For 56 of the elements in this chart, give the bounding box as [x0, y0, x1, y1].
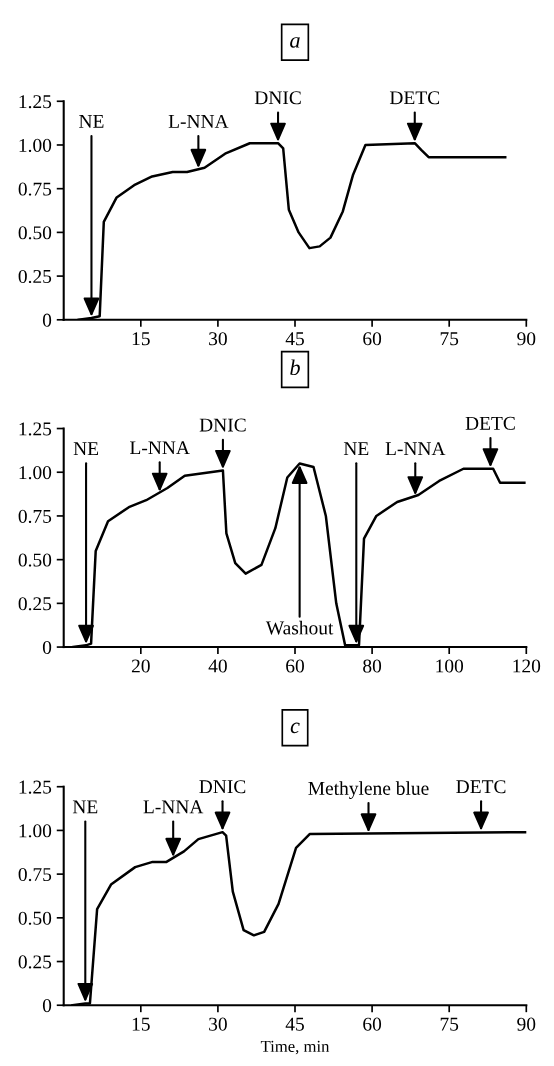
- y-tick-label: 0.75: [18, 182, 52, 196]
- x-tick-label: 30: [209, 332, 227, 346]
- y-tick-label: 0: [42, 640, 52, 654]
- annotation: Methylene blue: [308, 781, 429, 799]
- x-tick-label: 60: [363, 332, 382, 346]
- x-tick-label: 60: [286, 659, 304, 673]
- annotation: L-NNA: [130, 441, 190, 455]
- x-tick-label: 75: [440, 1017, 459, 1031]
- annotation: DNIC: [254, 91, 301, 105]
- annotation: L-NNA: [168, 114, 229, 128]
- x-tick-label: 40: [208, 659, 227, 673]
- y-tick-label: 0.25: [18, 955, 52, 969]
- x-tick-label: 75: [440, 332, 459, 346]
- chart-title: a: [290, 37, 300, 48]
- x-tick-label: 90: [517, 1017, 536, 1031]
- x-axis-title: Time, min: [260, 1040, 330, 1055]
- x-tick-label: 45: [285, 1017, 304, 1031]
- annotation: NE: [72, 800, 98, 814]
- y-tick-label: 1.00: [19, 138, 52, 152]
- y-tick-label: 1.00: [19, 824, 52, 838]
- y-tick-label: 0.50: [18, 553, 52, 567]
- y-tick-label: 0.75: [18, 509, 52, 523]
- x-tick-label: 90: [517, 332, 536, 346]
- annotation: NE: [79, 114, 104, 128]
- annotation: L-NNA: [143, 800, 204, 814]
- annotation: NE: [343, 442, 369, 455]
- x-tick-label: 60: [363, 1017, 382, 1031]
- annotation: DETC: [389, 91, 440, 105]
- y-tick-label: 0.25: [18, 269, 52, 284]
- x-tick-label: 20: [131, 659, 150, 673]
- x-tick-label: 15: [132, 332, 150, 346]
- chart-title: b: [290, 359, 300, 376]
- x-tick-label: 30: [209, 1017, 227, 1031]
- y-tick-label: 0: [42, 999, 52, 1013]
- annotation: DNIC: [199, 780, 246, 794]
- y-tick-label: 1.25: [19, 422, 52, 436]
- x-tick-label: 80: [363, 659, 382, 673]
- annotation: NE: [73, 442, 99, 455]
- annotation: DETC: [465, 416, 515, 430]
- y-tick-label: 0: [42, 313, 52, 327]
- y-tick-label: 1.25: [19, 95, 52, 109]
- x-tick-label: 15: [132, 1017, 150, 1031]
- annotation: L-NNA: [385, 442, 446, 455]
- y-tick-label: 1.25: [19, 780, 52, 794]
- chart-title: c: [290, 722, 300, 734]
- y-tick-label: 0.50: [18, 911, 52, 925]
- y-tick-label: 0.25: [18, 597, 52, 611]
- y-tick-label: 1.00: [19, 466, 52, 480]
- annotation: Washout: [265, 620, 334, 635]
- annotation: DETC: [456, 780, 506, 794]
- x-tick-label: 45: [285, 332, 304, 346]
- x-tick-label: 120: [513, 659, 541, 673]
- annotation: DNIC: [199, 418, 246, 432]
- y-tick-label: 0.50: [18, 226, 52, 240]
- x-tick-label: 100: [436, 659, 464, 673]
- y-tick-label: 0.75: [18, 867, 52, 882]
